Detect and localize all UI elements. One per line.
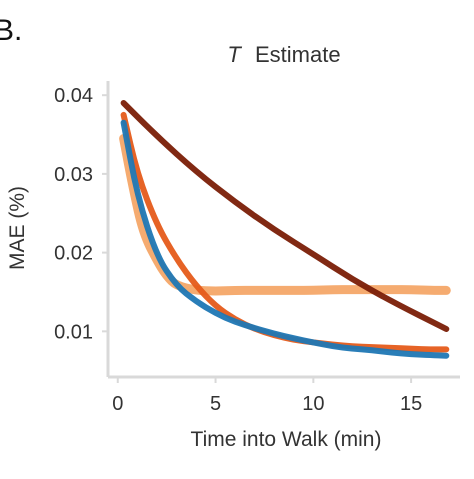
chart-title: T Estimate — [227, 42, 340, 67]
y-tick-label: 0.03 — [54, 164, 93, 186]
x-axis-label: Time into Walk (min) — [191, 428, 382, 451]
x-tick-label: 5 — [210, 393, 221, 415]
chart-title-text: Estimate — [255, 42, 341, 67]
x-tick-label: 15 — [400, 393, 422, 415]
y-tick-label: 0.01 — [54, 321, 93, 343]
series-line-4 — [120, 100, 450, 332]
panel-label: B. — [0, 14, 22, 47]
y-tick-label: 0.02 — [54, 243, 93, 265]
x-tick-label: 10 — [302, 393, 324, 415]
series-line-3 — [120, 119, 450, 359]
y-tick-label: 0.04 — [54, 85, 93, 107]
series-line-1 — [119, 134, 451, 296]
tick-layer: 0 5 10 15 0.01 0.02 0.03 0.04 — [54, 85, 422, 415]
y-axis-label: MAE (%) — [6, 186, 29, 270]
x-tick-label: 0 — [112, 393, 123, 415]
chart-title-italic: T — [227, 42, 242, 67]
series-layer — [119, 100, 451, 359]
